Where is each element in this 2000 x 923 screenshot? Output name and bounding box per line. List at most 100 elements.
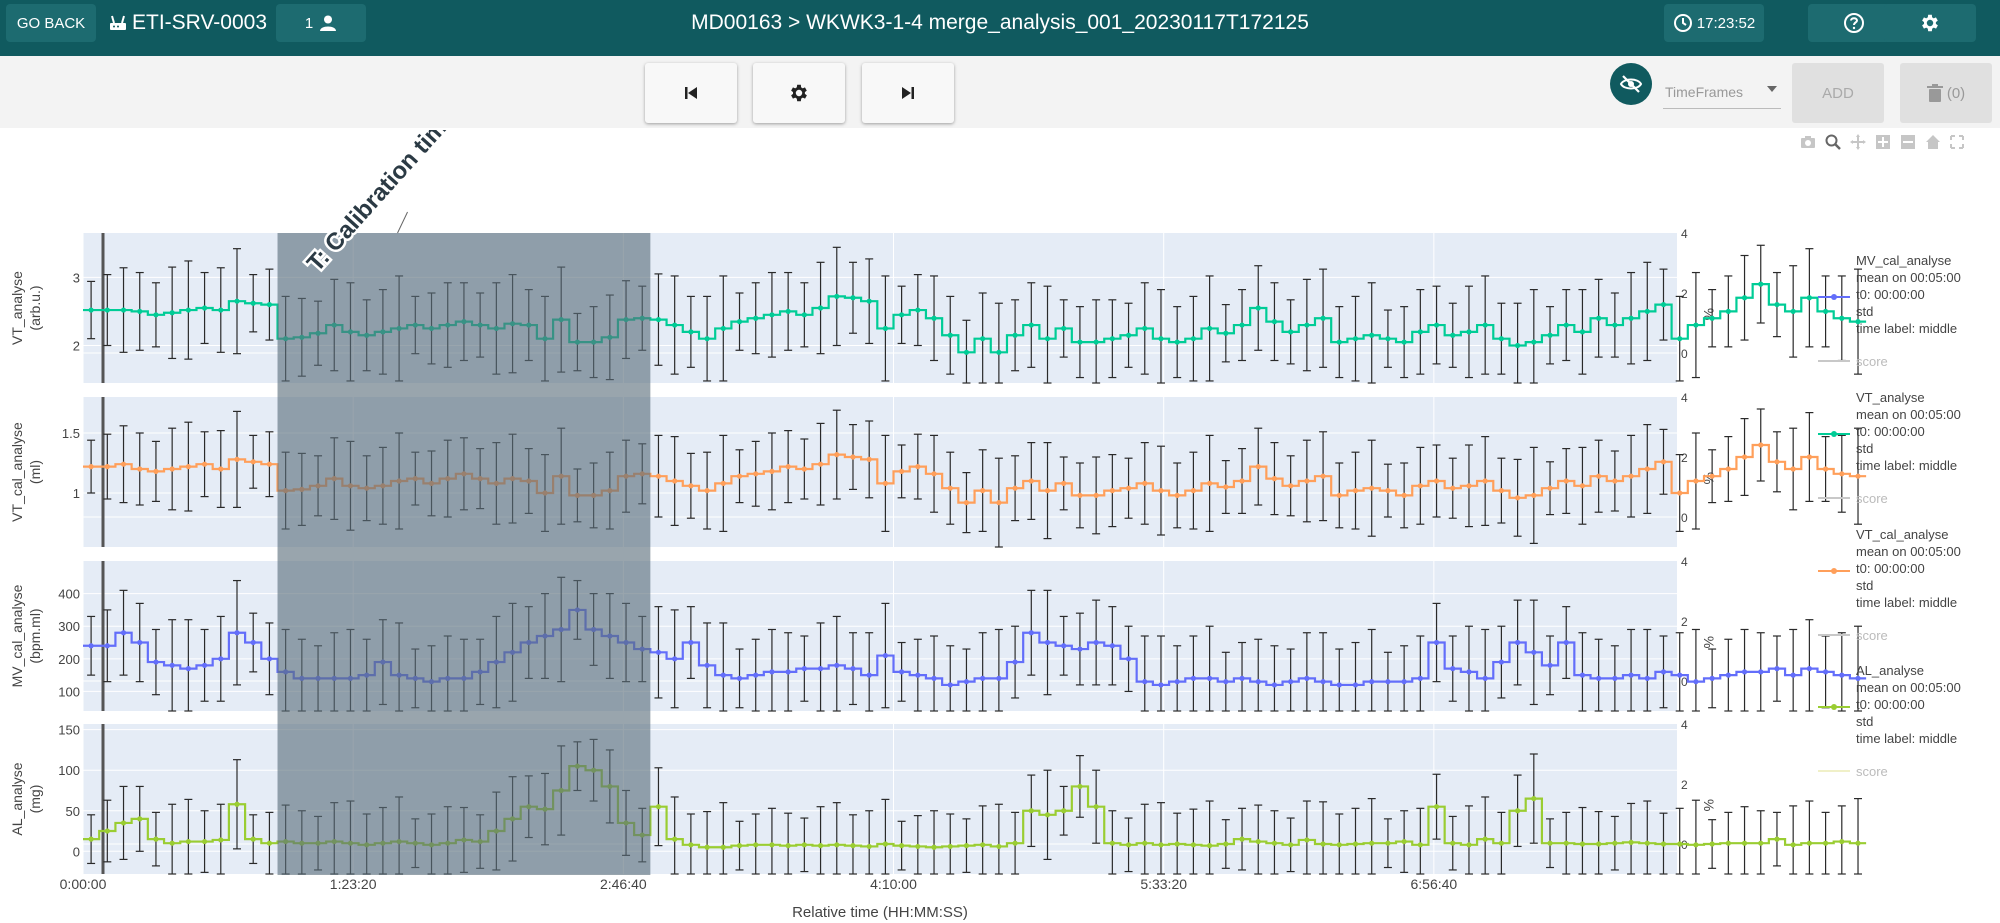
data-point[interactable] xyxy=(1482,478,1488,484)
data-point[interactable] xyxy=(1660,301,1667,308)
data-point[interactable] xyxy=(1401,679,1407,685)
data-point[interactable] xyxy=(1579,483,1586,489)
data-point[interactable] xyxy=(1758,281,1764,287)
data-point[interactable] xyxy=(1596,473,1602,479)
data-point[interactable] xyxy=(1531,339,1537,345)
data-point[interactable] xyxy=(1142,325,1148,332)
data-point[interactable] xyxy=(704,662,710,668)
data-point[interactable] xyxy=(1693,679,1699,685)
data-point[interactable] xyxy=(769,468,775,474)
data-point[interactable] xyxy=(1190,336,1196,342)
data-point[interactable] xyxy=(1612,322,1618,328)
data-point[interactable] xyxy=(1336,682,1342,688)
data-point[interactable] xyxy=(266,301,273,308)
data-point[interactable] xyxy=(1401,339,1407,345)
data-point[interactable] xyxy=(1644,675,1650,681)
data-point[interactable] xyxy=(1677,841,1683,847)
data-point[interactable] xyxy=(753,315,759,321)
data-point[interactable] xyxy=(1709,841,1715,847)
next-button[interactable] xyxy=(862,63,954,123)
data-point[interactable] xyxy=(899,312,905,318)
data-point[interactable] xyxy=(1093,639,1099,646)
data-point[interactable] xyxy=(1417,675,1423,681)
data-point[interactable] xyxy=(736,843,743,849)
data-point[interactable] xyxy=(769,842,775,848)
data-point[interactable] xyxy=(736,319,743,325)
data-point[interactable] xyxy=(1806,295,1812,301)
data-point[interactable] xyxy=(1142,679,1148,685)
data-point[interactable] xyxy=(1304,478,1310,484)
data-point[interactable] xyxy=(1644,840,1650,846)
data-point[interactable] xyxy=(769,312,775,318)
data-point[interactable] xyxy=(1660,669,1667,675)
data-point[interactable] xyxy=(1044,812,1051,818)
data-point[interactable] xyxy=(250,836,256,842)
autoscale-icon[interactable] xyxy=(1950,135,1964,149)
data-point[interactable] xyxy=(1774,836,1780,842)
data-point[interactable] xyxy=(1061,480,1067,486)
data-point[interactable] xyxy=(1547,662,1553,668)
data-point[interactable] xyxy=(266,461,273,467)
data-point[interactable] xyxy=(1839,838,1845,845)
data-point[interactable] xyxy=(801,666,807,672)
data-point[interactable] xyxy=(1304,675,1310,681)
previous-button[interactable] xyxy=(645,63,737,123)
data-point[interactable] xyxy=(1012,485,1018,491)
data-point[interactable] xyxy=(1790,842,1796,848)
data-point[interactable] xyxy=(817,843,824,849)
data-point[interactable] xyxy=(963,679,970,685)
data-point[interactable] xyxy=(201,305,208,311)
data-point[interactable] xyxy=(963,349,970,355)
data-point[interactable] xyxy=(1061,643,1067,649)
data-point[interactable] xyxy=(801,466,807,472)
data-point[interactable] xyxy=(655,649,662,655)
data-point[interactable] xyxy=(1401,838,1407,845)
data-point[interactable] xyxy=(1822,669,1829,675)
data-point[interactable] xyxy=(1758,840,1764,846)
add-button[interactable]: ADD xyxy=(1792,63,1884,123)
data-point[interactable] xyxy=(688,639,694,646)
data-point[interactable] xyxy=(753,471,759,477)
data-point[interactable] xyxy=(1369,679,1375,685)
data-point[interactable] xyxy=(947,682,953,688)
data-point[interactable] xyxy=(1806,666,1812,672)
calibration-band[interactable] xyxy=(277,233,651,875)
data-point[interactable] xyxy=(137,639,143,646)
data-point[interactable] xyxy=(218,307,224,313)
data-point[interactable] xyxy=(1725,308,1731,315)
data-point[interactable] xyxy=(1320,473,1326,479)
data-point[interactable] xyxy=(1061,325,1067,332)
data-point[interactable] xyxy=(996,675,1002,681)
data-point[interactable] xyxy=(234,456,240,462)
data-point[interactable] xyxy=(1239,675,1245,681)
data-point[interactable] xyxy=(1822,308,1829,315)
data-point[interactable] xyxy=(120,307,127,313)
data-point[interactable] xyxy=(153,312,159,318)
data-point[interactable] xyxy=(1450,840,1456,846)
data-point[interactable] xyxy=(1417,329,1423,335)
camera-icon[interactable] xyxy=(1800,135,1816,149)
data-point[interactable] xyxy=(1612,478,1618,484)
data-point[interactable] xyxy=(250,639,256,646)
data-point[interactable] xyxy=(104,307,110,313)
data-point[interactable] xyxy=(1255,305,1261,311)
data-point[interactable] xyxy=(1385,840,1391,846)
data-point[interactable] xyxy=(1450,485,1456,491)
data-point[interactable] xyxy=(1304,322,1310,328)
data-point[interactable] xyxy=(1369,840,1375,846)
data-point[interactable] xyxy=(1450,666,1456,672)
data-point[interactable] xyxy=(1677,672,1683,678)
data-point[interactable] xyxy=(1288,483,1294,489)
home-icon[interactable] xyxy=(1925,134,1941,150)
data-point[interactable] xyxy=(1515,639,1521,646)
data-point[interactable] xyxy=(120,820,127,826)
data-point[interactable] xyxy=(1741,840,1748,846)
data-point[interactable] xyxy=(1433,639,1440,646)
data-point[interactable] xyxy=(1531,649,1537,655)
data-point[interactable] xyxy=(1709,473,1715,479)
data-point[interactable] xyxy=(1028,808,1034,814)
data-point[interactable] xyxy=(201,461,208,467)
users-button[interactable]: 1 xyxy=(276,4,366,42)
data-point[interactable] xyxy=(1125,656,1132,662)
